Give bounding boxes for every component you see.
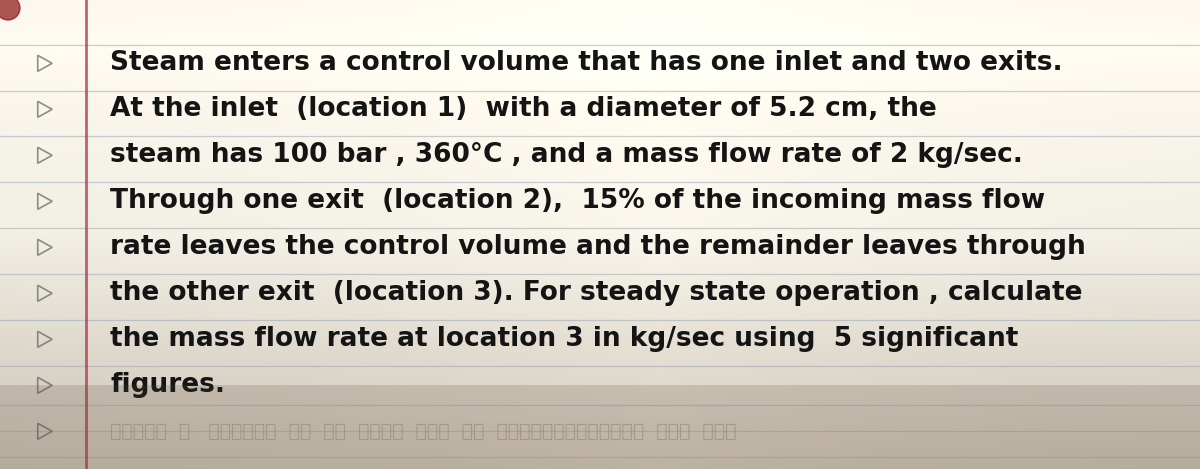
Text: रप्री  द   प्रिचन  ज्  नि  तिवस  सेत  तो  सिन्थरोगफनस्त  यिन  सनत: रप्री द प्रिचन ज् नि तिवस सेत तो सिन्थरो… — [110, 422, 737, 441]
Text: Through one exit  (location 2),  15% of the incoming mass flow: Through one exit (location 2), 15% of th… — [110, 189, 1045, 214]
Text: steam has 100 bar , 360°C , and a mass flow rate of 2 kg/sec.: steam has 100 bar , 360°C , and a mass f… — [110, 142, 1024, 168]
Text: figures.: figures. — [110, 372, 226, 398]
Text: Steam enters a control volume that has one inlet and two exits.: Steam enters a control volume that has o… — [110, 50, 1063, 76]
Circle shape — [0, 0, 20, 20]
Bar — [0, 385, 1200, 469]
Text: the other exit  (location 3). For steady state operation , calculate: the other exit (location 3). For steady … — [110, 280, 1082, 306]
Text: the mass flow rate at location 3 in kg/sec using  5 significant: the mass flow rate at location 3 in kg/s… — [110, 326, 1019, 352]
Text: rate leaves the control volume and the remainder leaves through: rate leaves the control volume and the r… — [110, 234, 1086, 260]
Text: At the inlet  (location 1)  with a diameter of 5.2 cm, the: At the inlet (location 1) with a diamete… — [110, 96, 937, 122]
